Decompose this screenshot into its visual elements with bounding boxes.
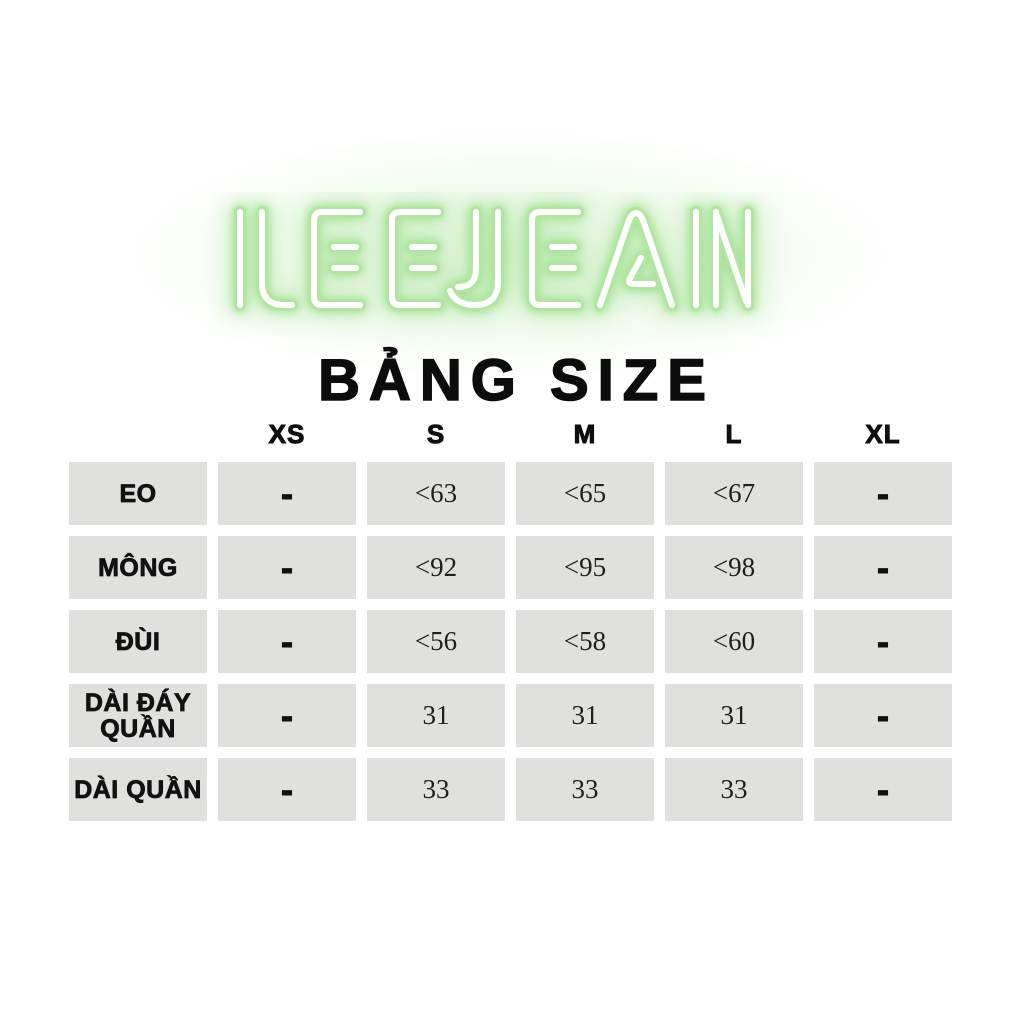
size-value: - (218, 610, 356, 673)
page-title: BẢNG SIZE (317, 348, 715, 413)
size-value: - (814, 462, 952, 525)
size-value: <56 (367, 610, 505, 673)
size-value: - (218, 536, 356, 599)
column-header-l: L (725, 419, 743, 450)
size-value: <98 (665, 536, 803, 599)
size-value: <63 (367, 462, 505, 525)
neon-letters (240, 212, 748, 305)
size-value: <58 (516, 610, 654, 673)
size-value: - (814, 758, 952, 821)
row-label-dai-quan: DÀI QUẦN (69, 758, 207, 821)
size-value: 33 (516, 758, 654, 821)
column-header-spacer (69, 419, 207, 450)
column-header-xs: XS (268, 419, 306, 450)
size-value: - (218, 462, 356, 525)
row-label-mong: MÔNG (69, 536, 207, 599)
size-value: 31 (665, 684, 803, 747)
column-header-s: S (426, 419, 446, 450)
row-label-dai-day-quan: DÀI ĐÁY QUẦN (69, 684, 207, 747)
row-label-eo: EO (69, 462, 207, 525)
column-header-m: M (573, 419, 597, 450)
size-value: 33 (367, 758, 505, 821)
size-header-row: XS S M L XL (69, 419, 952, 450)
size-table: EO - <63 <65 <67 - MÔNG - <92 <95 <98 - … (69, 462, 952, 821)
size-value: 31 (367, 684, 505, 747)
brand-logo-neon-sign (0, 192, 1024, 362)
size-value: - (218, 758, 356, 821)
size-value: 31 (516, 684, 654, 747)
row-label-dui: ĐÙI (69, 610, 207, 673)
size-value: <60 (665, 610, 803, 673)
size-value: - (814, 536, 952, 599)
size-value: <92 (367, 536, 505, 599)
size-value: <95 (516, 536, 654, 599)
size-value: - (814, 610, 952, 673)
size-value: - (814, 684, 952, 747)
size-value: <67 (665, 462, 803, 525)
column-header-xl: XL (865, 419, 901, 450)
size-value: 33 (665, 758, 803, 821)
size-value: <65 (516, 462, 654, 525)
size-value: - (218, 684, 356, 747)
